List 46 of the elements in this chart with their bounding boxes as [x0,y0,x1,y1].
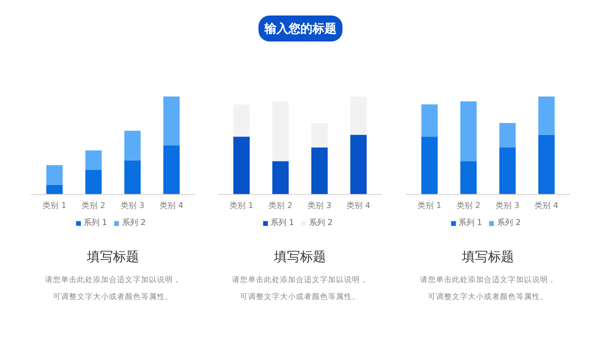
x-tick-label: 类别 1 [230,201,254,210]
bar [421,136,438,194]
text: 填写标题 [86,250,139,265]
x-tick-label: 类别 2 [82,201,106,210]
x-tick-label: 类别 3 [120,201,144,210]
bar [350,96,367,135]
bar [421,104,438,137]
bar [124,130,141,160]
legend-label: 系列 2 [122,217,146,228]
legend-label: 系列 2 [309,217,333,228]
legend-label: 系列 1 [458,217,482,228]
bar [538,96,555,135]
bar [163,146,180,194]
bar [272,101,289,162]
bar [311,147,328,194]
bar [460,161,477,194]
text: 输入您的标题 [264,22,336,36]
x-tick-label: 类别 4 [346,201,370,210]
x-tick-label: 类别 4 [160,201,184,210]
bar [460,101,477,162]
bar [499,122,516,148]
bar [499,147,516,194]
x-tick-label: 类别 1 [42,201,66,210]
bar [85,170,102,194]
bar [538,134,555,194]
x-tick-label: 类别 2 [268,201,292,210]
text: 填写标题 [461,250,514,265]
bar [233,104,250,137]
x-tick-label: 类别 4 [534,201,558,210]
bar [124,160,141,194]
text: 填写标题 [273,250,326,265]
bar [272,161,289,194]
bar [163,96,180,146]
x-tick-label: 类别 1 [418,201,442,210]
bar [46,165,63,185]
x-tick-label: 类别 3 [496,201,520,210]
x-tick-label: 类别 2 [456,201,480,210]
x-tick-label: 类别 3 [308,201,332,210]
bar [311,122,328,148]
legend-label: 系列 2 [497,217,521,228]
bar [350,134,367,194]
bar [85,150,102,170]
bar [46,184,63,194]
legend-label: 系列 1 [270,217,294,228]
legend-label: 系列 1 [84,217,108,228]
bar [233,136,250,194]
